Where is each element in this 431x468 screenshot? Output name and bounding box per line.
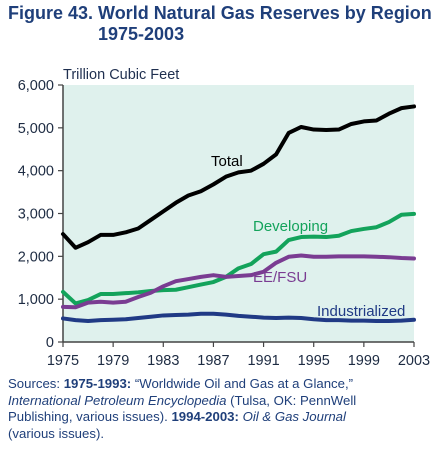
y-tick-label: 0 — [46, 335, 54, 351]
x-tick-label: 1987 — [197, 353, 229, 369]
sources-line-2: International Petroleum Encyclopedia (Tu… — [8, 393, 426, 410]
title-line-2: 1975-2003 — [98, 24, 185, 44]
sources-text-3: Publishing, various issues). — [8, 409, 172, 425]
series-line-developing — [61, 211, 416, 306]
sources-line-4: (various issues). — [8, 425, 105, 441]
series-label-industrialized: Industrialized — [317, 303, 405, 320]
y-axis-unit-label: Trillion Cubic Feet — [63, 67, 179, 83]
series-label-developing: Developing — [253, 218, 328, 235]
y-tick-label: 3,000 — [18, 207, 54, 223]
series-line-total — [61, 104, 416, 250]
sources-line-3: Publishing, various issues). 1994-2003: … — [8, 409, 426, 426]
y-tick-label: 4,000 — [18, 164, 54, 180]
y-tick-label: 5,000 — [18, 121, 54, 137]
x-tick-label: 1995 — [298, 353, 330, 369]
x-tick-label: 1991 — [247, 353, 279, 369]
sources-range-2: 1994-2003: — [171, 409, 239, 425]
y-tick-label: 6,000 — [18, 78, 54, 94]
sources-range-1: 1975-1993: — [63, 376, 132, 391]
series-label-total: Total — [211, 153, 243, 170]
sources-publication-1: International Petroleum Encyclopedia — [8, 392, 227, 408]
sources-text-2: (Tulsa, OK: PennWell — [226, 392, 357, 408]
sources-publication-2: Oil & Gas Journal — [238, 409, 346, 425]
x-tick-label: 1999 — [348, 353, 380, 369]
sources-prefix: Sources: — [8, 376, 64, 391]
y-tick-label: 1,000 — [18, 292, 54, 308]
x-tick-label: 1979 — [97, 353, 129, 369]
x-tick-label: 1975 — [47, 353, 79, 369]
y-tick-label: 2,000 — [18, 249, 54, 265]
series-line-industrialized — [61, 311, 416, 324]
sources-text-1: “Worldwide Oil and Gas at a Glance,” — [131, 376, 354, 391]
title-line-1: Figure 43. World Natural Gas Reserves by… — [8, 3, 431, 23]
sources-line-1: Sources: 1975-1993: “Worldwide Oil and G… — [8, 376, 426, 393]
x-tick-label: 2003 — [398, 353, 430, 369]
series-line-ee-fsu — [61, 253, 416, 310]
plot-background — [63, 85, 414, 342]
series-label-ee-fsu: EE/FSU — [253, 269, 307, 286]
sources-note: Sources: 1975-1993: “Worldwide Oil and G… — [8, 376, 426, 442]
x-tick-label: 1983 — [147, 353, 179, 369]
chart-title: Figure 43. World Natural Gas Reserves by… — [8, 3, 431, 45]
